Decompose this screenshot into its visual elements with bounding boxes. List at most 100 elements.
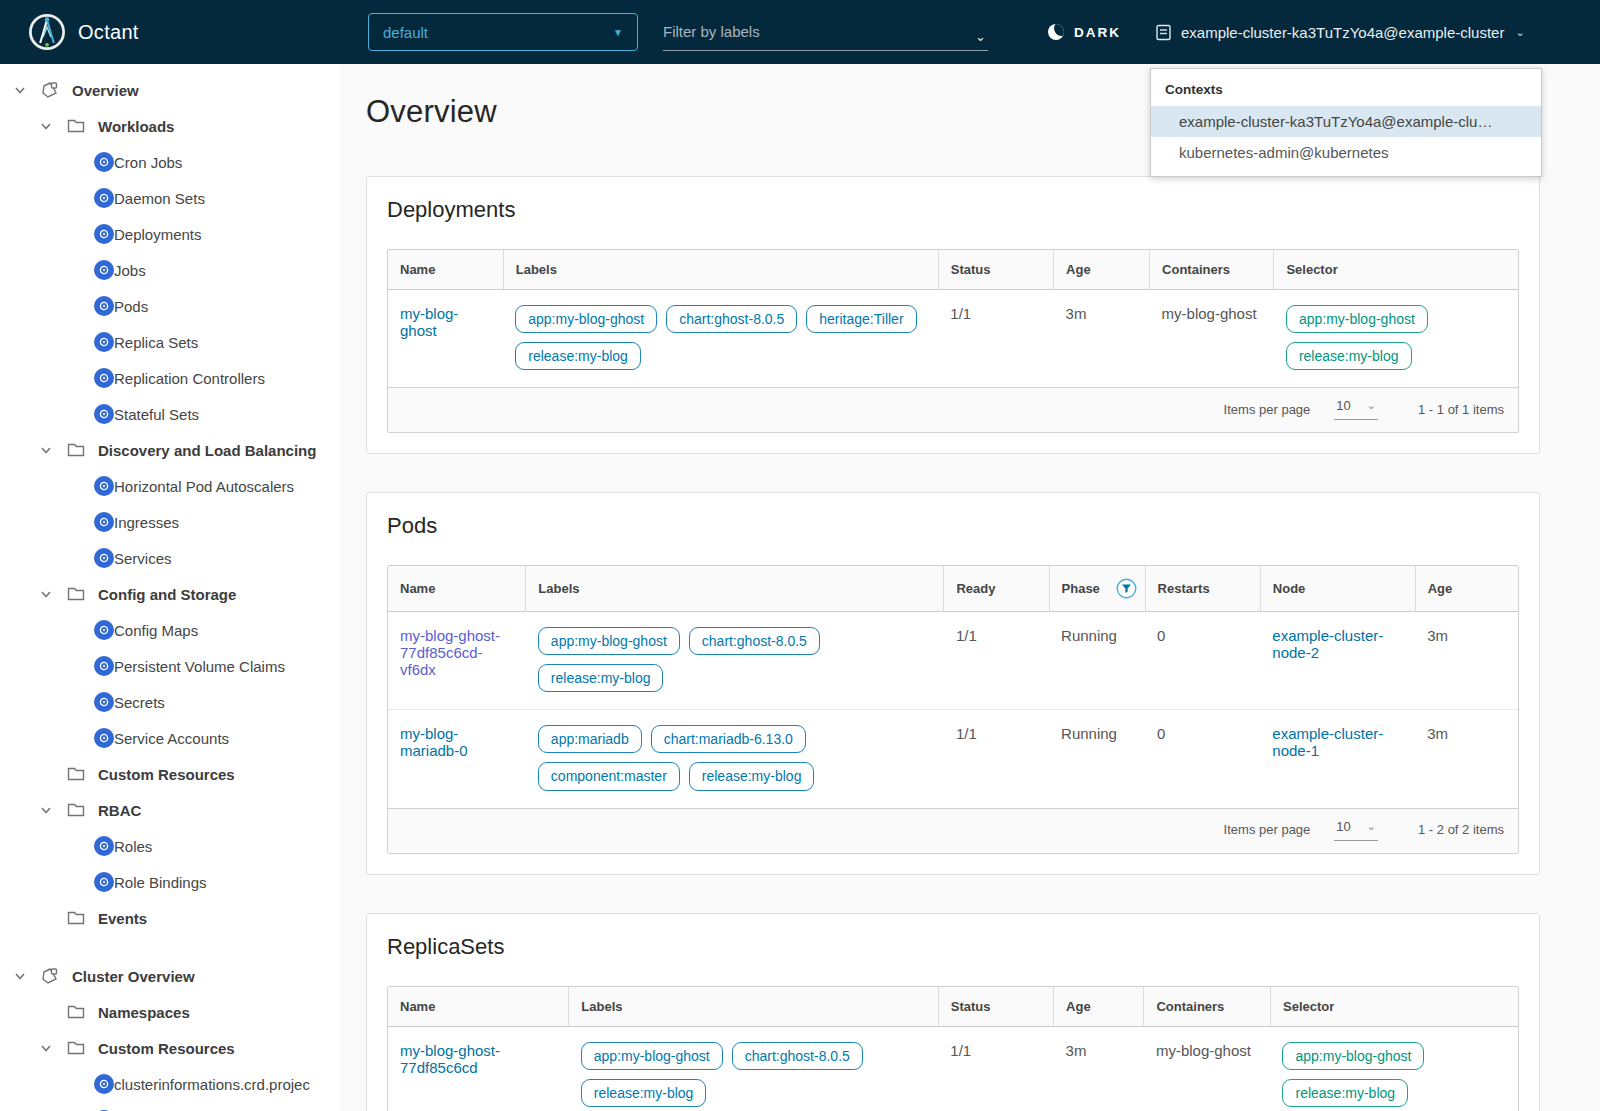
sidebar-item-daemon-sets[interactable]: Daemon Sets [0,180,340,216]
sidebar-item-label: Services [114,550,172,567]
node-link[interactable]: example-cluster-node-1 [1272,725,1383,759]
resource-link[interactable]: my-blog-mariadb-0 [400,725,468,759]
column-header-name: Name [388,566,526,612]
cell-labels: app:my-blog-ghostchart:ghost-8.0.5releas… [526,612,944,710]
sidebar-item-rbac[interactable]: RBAC [0,792,340,828]
sidebar-item-label: Persistent Volume Claims [114,658,285,675]
column-header-age: Age [1415,566,1518,612]
chevron-down-icon[interactable] [12,970,28,982]
namespace-select[interactable]: default ▼ [368,13,638,51]
sidebar-item-deployments[interactable]: Deployments [0,216,340,252]
chevron-down-icon[interactable] [38,444,54,456]
chevron-down-icon[interactable] [12,84,28,96]
column-header-label: Age [1066,262,1091,277]
chevron-down-icon[interactable]: ⌄ [975,29,986,44]
sidebar-item-custom-resources[interactable]: Custom Resources [0,756,340,792]
context-selector-label: example-cluster-ka3TuTzYo4a@example-clus… [1181,24,1504,41]
filter-icon[interactable] [1116,578,1137,599]
sidebar-item-jobs[interactable]: Jobs [0,252,340,288]
sidebar-item-ingresses[interactable]: Ingresses [0,504,340,540]
statefulset-icon [94,404,114,424]
cell-ready: 1/1 [944,612,1049,710]
sidebar-item-label: clusterinformations.crd.projec [114,1076,310,1093]
label-filter-input[interactable] [663,23,963,40]
chevron-down-icon[interactable] [38,1042,54,1054]
label-tag: app:my-blog-ghost [515,305,657,333]
items-per-page-select[interactable]: 10⌄ [1334,819,1378,841]
cell-text: 3m [1427,725,1448,742]
cell-node: example-cluster-node-2 [1260,612,1415,710]
cell-text: 0 [1157,725,1165,742]
label-tag: chart:ghost-8.0.5 [666,305,797,333]
sidebar-item-service-accounts[interactable]: Service Accounts [0,720,340,756]
sidebar-item-label: Service Accounts [114,730,229,747]
sidebar-item-csidrivers-csi-storage-k8s-io[interactable]: csidrivers.csi.storage.k8s.io [0,1102,340,1111]
sidebar-item-overview[interactable]: Overview [0,72,340,108]
cell-age: 3m [1415,710,1518,808]
chevron-down-icon: ⌄ [1367,820,1376,833]
context-selector-button[interactable]: example-cluster-ka3TuTzYo4a@example-clus… [1155,0,1525,64]
column-header-node: Node [1260,566,1415,612]
cell-name: my-blog-mariadb-0 [388,710,526,808]
sidebar-item-custom-resources[interactable]: Custom Resources [0,1030,340,1066]
theme-toggle-button[interactable]: DARK [1048,0,1121,64]
context-menu-item[interactable]: kubernetes-admin@kubernetes [1151,137,1541,168]
sidebar-nav: OverviewWorkloads Cron Jobs Daemon SetsDep… [0,64,340,1111]
sidebar-item-replication-controllers[interactable]: Replication Controllers [0,360,340,396]
sidebar-item-cluster-overview[interactable]: Cluster Overview [0,958,340,994]
sidebar-item-persistent-volume-claims[interactable]: Persistent Volume Claims [0,648,340,684]
table-row: my-blog-ghost app:my-blog-ghost chart:ghos… [388,290,1518,388]
sidebar-item-horizontal-pod-autoscalers[interactable]: Horizontal Pod Autoscalers [0,468,340,504]
context-menu-item[interactable]: example-cluster-ka3TuTzYo4a@example-clu… [1151,106,1541,137]
cell-text: 3m [1066,305,1087,322]
column-header-label: Ready [956,581,995,596]
column-header-label: Age [1066,999,1091,1014]
replicationcontroller-icon [94,368,114,388]
secret-icon [94,692,114,712]
sidebar-item-services[interactable]: Services [0,540,340,576]
column-header-age: Age [1054,250,1150,290]
items-per-page-select[interactable]: 10⌄ [1334,398,1378,420]
sidebar-item-workloads[interactable]: Workloads [0,108,340,144]
sidebar-item-clusterinformations-crd-projec[interactable]: clusterinformations.crd.projec [0,1066,340,1102]
chevron-down-icon[interactable] [38,804,54,816]
cell-text: 0 [1157,627,1165,644]
sidebar-item-replica-sets[interactable]: Replica Sets [0,324,340,360]
pods-section: PodsNameLabelsReadyPhaseRestartsNodeAgem… [366,492,1540,874]
column-header-selector: Selector [1274,250,1518,290]
resource-link[interactable]: my-blog-ghost-77df85c6cd [400,1042,500,1076]
pvc-icon [94,656,114,676]
label-tag: app:my-blog-ghost [1282,1042,1424,1070]
sidebar-item-roles[interactable]: Roles [0,828,340,864]
cell-age: 3m [1054,1026,1144,1111]
column-header-label: Selector [1283,999,1334,1014]
cell-text: 1/1 [956,725,977,742]
cell-age: 3m [1054,290,1150,388]
cell-selectors: app:my-blog-ghostrelease:my-blog [1274,290,1518,388]
service-icon [94,548,114,568]
cell-text: 1/1 [950,1042,971,1059]
cell-labels: app:my-blog-ghostchart:ghost-8.0.5herita… [503,290,938,388]
column-header-label: Phase [1062,581,1100,596]
hpa-icon [94,476,114,496]
resource-link[interactable]: my-blog-ghost-77df85c6cd-vf6dx [400,627,500,678]
sidebar-item-namespaces[interactable]: Namespaces [0,994,340,1030]
resource-link[interactable]: my-blog-ghost [400,305,458,339]
role-icon [94,836,114,856]
sidebar-item-stateful-sets[interactable]: Stateful Sets [0,396,340,432]
sidebar-item-config-maps[interactable]: Config Maps [0,612,340,648]
sidebar-item-events[interactable]: Events [0,900,340,936]
sidebar-item-role-bindings[interactable]: Role Bindings [0,864,340,900]
chevron-down-icon[interactable] [38,120,54,132]
sidebar-item-secrets[interactable]: Secrets [0,684,340,720]
sidebar-item-label: Cron Jobs [114,154,182,171]
node-link[interactable]: example-cluster-node-2 [1272,627,1383,661]
sidebar-item-discovery-and-load-balancing[interactable]: Discovery and Load Balancing [0,432,340,468]
column-header-ready: Ready [944,566,1049,612]
applications-icon [40,966,60,986]
sidebar-item-cron-jobs[interactable]: Cron Jobs [0,144,340,180]
chevron-down-icon[interactable] [38,588,54,600]
sidebar-item-config-and-storage[interactable]: Config and Storage [0,576,340,612]
column-header-label: Name [400,999,435,1014]
sidebar-item-pods[interactable]: Pods [0,288,340,324]
